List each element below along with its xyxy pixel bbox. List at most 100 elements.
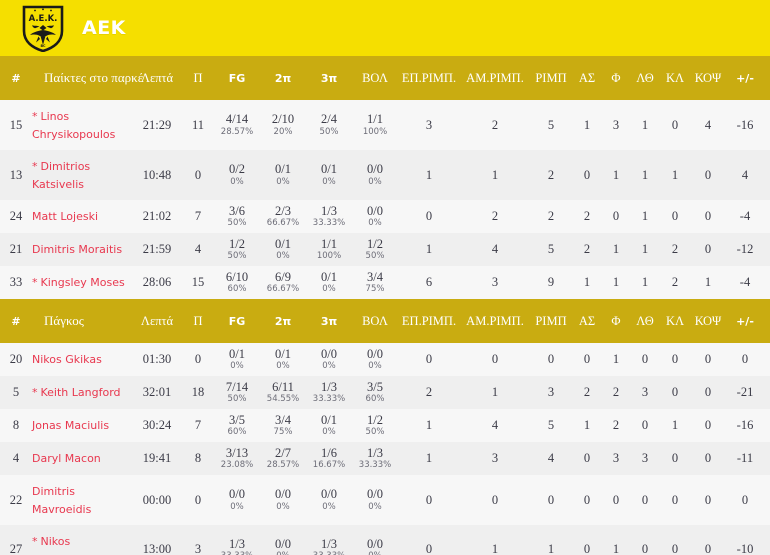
player-name-cell[interactable]: Dimitris Mavroeidis bbox=[32, 475, 132, 525]
player-row[interactable]: 22 Dimitris Mavroeidis 00:00 0 0/0 0% 0/0 0% 0/0… bbox=[0, 475, 770, 525]
player-fouls-drawn: 0 bbox=[630, 525, 660, 555]
player-off-reb: 0 bbox=[398, 200, 460, 233]
col-header-def-reb-bench[interactable]: ΑΜ.ΡΙΜΠ. bbox=[460, 299, 530, 343]
col-header-fouls-bench[interactable]: Φ bbox=[602, 299, 630, 343]
player-row[interactable]: 8 Jonas Maciulis 30:24 7 3/5 60% 3/4 75% 0/1 0% 1/… bbox=[0, 409, 770, 442]
player-row[interactable]: 21 Dimitris Moraitis 21:59 4 1/2 50% 0/1 0% 1/1 1… bbox=[0, 233, 770, 266]
player-row[interactable]: 27*Nikos Rogkavopoulos13:0031/333.33%0/0… bbox=[0, 525, 770, 555]
col-header-2pt[interactable]: 2π bbox=[260, 56, 306, 100]
col-header-off-reb-bench[interactable]: ΕΠ.ΡΙΜΠ. bbox=[398, 299, 460, 343]
col-header-number[interactable]: # bbox=[0, 56, 32, 100]
player-row[interactable]: 4 Daryl Macon 19:41 8 3/13 23.08% 2/7 28.57% 1/6… bbox=[0, 442, 770, 475]
col-header-reb-bench[interactable]: ΡΙΜΠ bbox=[530, 299, 572, 343]
player-name-cell[interactable]: Nikos Gkikas bbox=[32, 343, 132, 376]
col-header-reb[interactable]: ΡΙΜΠ bbox=[530, 56, 572, 100]
player-2pt-made-attempted: 0/0 bbox=[275, 537, 291, 552]
player-name-cell[interactable]: * Dimitrios Katsivelis bbox=[32, 150, 132, 200]
player-3pt-percent: 0% bbox=[322, 501, 336, 512]
player-reb: 2 bbox=[530, 200, 572, 233]
player-name-link[interactable]: Nikos Gkikas bbox=[32, 353, 102, 367]
player-name-link[interactable]: Dimitrios Katsivelis bbox=[32, 159, 91, 191]
player-name-cell[interactable]: Matt Lojeski bbox=[32, 200, 132, 233]
col-header-blocks-bench[interactable]: ΚΟΨ bbox=[690, 299, 726, 343]
col-header-points-bench[interactable]: Π bbox=[182, 299, 214, 343]
player-off-reb: 1 bbox=[398, 409, 460, 442]
player-name-cell[interactable]: Daryl Macon bbox=[32, 442, 132, 475]
col-header-def-reb[interactable]: ΑΜ.ΡΙΜΠ. bbox=[460, 56, 530, 100]
player-row[interactable]: 20 Nikos Gkikas 01:30 0 0/1 0% 0/1 0% 0/0 0% 0/0 0%… bbox=[0, 343, 770, 376]
player-name-cell[interactable]: *Nikos Rogkavopoulos bbox=[32, 525, 132, 555]
player-def-reb: 4 bbox=[460, 233, 530, 266]
player-name-cell[interactable]: Jonas Maciulis bbox=[32, 409, 132, 442]
player-pir: 11 bbox=[764, 376, 770, 409]
player-blocks: 0 bbox=[690, 442, 726, 475]
col-header-points[interactable]: Π bbox=[182, 56, 214, 100]
col-header-number-bench[interactable]: # bbox=[0, 299, 32, 343]
player-row[interactable]: 5 * Keith Langford 32:01 18 7/14 50% 6/11 54.55%… bbox=[0, 376, 770, 409]
player-ft-made-attempted: 0/0 bbox=[367, 487, 383, 502]
col-header-off-reb[interactable]: ΕΠ.ΡΙΜΠ. bbox=[398, 56, 460, 100]
player-points: 15 bbox=[182, 266, 214, 299]
player-name-link[interactable]: Keith Langford bbox=[40, 386, 121, 400]
col-header-steals[interactable]: ΚΛ bbox=[660, 56, 690, 100]
player-name-link[interactable]: Daryl Macon bbox=[32, 452, 101, 466]
col-header-fouls[interactable]: Φ bbox=[602, 56, 630, 100]
col-header-steals-bench[interactable]: ΚΛ bbox=[660, 299, 690, 343]
player-row[interactable]: 33 * Kingsley Moses 28:06 15 6/10 60% 6/9 66.67%… bbox=[0, 266, 770, 299]
player-name-cell[interactable]: * Keith Langford bbox=[32, 376, 132, 409]
player-ft-percent: 100% bbox=[362, 126, 388, 137]
player-row[interactable]: 13 * Dimitrios Katsivelis 10:48 0 0/2 0% 0/1 0% 0… bbox=[0, 150, 770, 200]
player-name-cell[interactable]: * Kingsley Moses bbox=[32, 266, 132, 299]
player-row[interactable]: 24 Matt Lojeski 21:02 7 3/6 50% 2/3 66.67% 1/3 33… bbox=[0, 200, 770, 233]
col-header-players-on-court[interactable]: Παίκτες στο παρκέ bbox=[32, 56, 143, 100]
player-blocks: 0 bbox=[690, 525, 726, 555]
col-header-fg-bench[interactable]: FG bbox=[214, 299, 260, 343]
starter-asterisk-icon: * bbox=[32, 159, 38, 173]
player-ft: 1/2 50% bbox=[352, 233, 398, 266]
player-assists: 1 bbox=[572, 266, 602, 299]
player-name-link[interactable]: Dimitris Moraitis bbox=[32, 243, 123, 257]
player-name-link[interactable]: Jonas Maciulis bbox=[32, 419, 110, 433]
col-header-fg[interactable]: FG bbox=[214, 56, 260, 100]
player-name-link[interactable]: Matt Lojeski bbox=[32, 210, 98, 224]
player-plusminus: -4 bbox=[726, 266, 764, 299]
player-fouls-drawn: 0 bbox=[630, 475, 660, 525]
col-header-assists-bench[interactable]: ΑΣ bbox=[572, 299, 602, 343]
starter-asterisk-icon: * bbox=[32, 276, 38, 290]
col-header-minutes-bench[interactable]: Λεπτά bbox=[132, 299, 182, 343]
player-2pt-made-attempted: 2/7 bbox=[275, 445, 291, 460]
player-name-link[interactable]: Nikos Rogkavopoulos bbox=[32, 534, 115, 555]
col-header-assists[interactable]: ΑΣ bbox=[572, 56, 602, 100]
player-name-link[interactable]: Linos Chrysikopoulos bbox=[32, 109, 116, 141]
col-header-pir[interactable]: ΑΞ bbox=[764, 56, 770, 100]
col-header-blocks[interactable]: ΚΟΨ bbox=[690, 56, 726, 100]
player-name-cell[interactable]: Dimitris Moraitis bbox=[32, 233, 132, 266]
player-off-reb: 2 bbox=[398, 376, 460, 409]
player-3pt-percent: 50% bbox=[319, 126, 339, 137]
col-header-3pt-bench[interactable]: 3π bbox=[306, 299, 352, 343]
col-header-fouls-drawn-bench[interactable]: ΛΘ bbox=[630, 299, 660, 343]
col-header-ft-bench[interactable]: ΒΟΛ bbox=[352, 299, 398, 343]
player-name-link[interactable]: Dimitris Mavroeidis bbox=[32, 484, 92, 516]
player-3pt-percent: 0% bbox=[322, 361, 336, 372]
col-header-2pt-bench[interactable]: 2π bbox=[260, 299, 306, 343]
col-header-minutes[interactable]: Λεπτά bbox=[132, 56, 182, 100]
col-header-fouls-drawn[interactable]: ΛΘ bbox=[630, 56, 660, 100]
player-ft-made-attempted: 0/0 bbox=[367, 162, 383, 177]
player-fouls: 1 bbox=[602, 343, 630, 376]
player-row[interactable]: 15 * Linos Chrysikopoulos 21:29 11 4/14 28.57%… bbox=[0, 100, 770, 150]
player-fouls-drawn: 0 bbox=[630, 409, 660, 442]
player-steals: 0 bbox=[660, 343, 690, 376]
player-name-link[interactable]: Kingsley Moses bbox=[40, 276, 125, 290]
player-plusminus: 0 bbox=[726, 475, 764, 525]
player-blocks: 0 bbox=[690, 409, 726, 442]
bench-section: # Πάγκος Λεπτά Π FG 2π 3π ΒΟΛ ΕΠ.ΡΙΜΠ. Α… bbox=[0, 299, 770, 343]
col-header-ft[interactable]: ΒΟΛ bbox=[352, 56, 398, 100]
col-header-plusminus-bench[interactable]: +/- bbox=[726, 299, 764, 343]
col-header-bench[interactable]: Πάγκος bbox=[32, 299, 132, 343]
col-header-plusminus[interactable]: +/- bbox=[726, 56, 764, 100]
col-header-3pt[interactable]: 3π bbox=[306, 56, 352, 100]
player-name-cell[interactable]: * Linos Chrysikopoulos bbox=[32, 100, 132, 150]
col-header-pir-bench[interactable]: ΑΞ bbox=[764, 299, 770, 343]
